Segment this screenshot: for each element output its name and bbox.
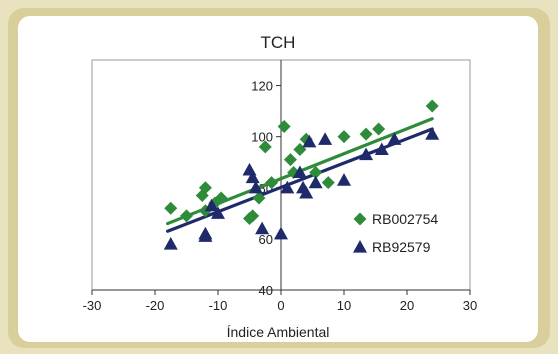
point-rb92579 [280,180,295,194]
point-rb92579 [211,206,225,219]
point-rb002754 [277,119,291,133]
point-rb002754 [180,209,193,223]
point-rb92579 [318,132,333,145]
x-tick-label: 20 [400,298,414,313]
point-rb92579 [374,142,389,156]
point-rb92579 [299,185,314,199]
x-tick-label: 0 [277,298,284,313]
trend-line-rb92579 [166,127,434,233]
point-rb92579 [274,226,288,240]
point-rb002754 [252,191,266,205]
point-rb92579 [242,162,257,176]
point-rb002754 [214,191,228,205]
point-rb002754 [309,165,323,179]
x-tick-label: -30 [83,298,102,313]
point-rb92579 [292,165,307,179]
y-tick-label: 60 [259,232,273,247]
legend-marker-rb92579 [353,240,367,253]
x-tick-label: 10 [337,298,351,313]
chart-title: TCH [261,33,296,52]
point-rb002754 [258,140,272,154]
x-axis-label: Índice Ambiental [227,324,330,340]
point-rb002754 [283,153,297,167]
point-rb92579 [359,147,374,161]
y-tick-label: 40 [259,283,273,298]
point-rb92579 [255,221,270,235]
point-rb92579 [248,180,263,194]
point-rb002754 [337,130,351,144]
point-rb002754 [321,176,335,190]
point-rb002754 [246,209,260,223]
legend-label: RB002754 [372,211,438,227]
x-tick-label: 30 [463,298,477,313]
point-rb92579 [204,198,219,212]
point-rb92579 [163,237,178,250]
legend-marker-rb002754 [353,212,367,226]
point-rb92579 [387,132,402,145]
legend-label: RB92579 [372,239,431,255]
point-rb92579 [245,170,260,184]
point-rb92579 [337,173,351,186]
point-rb002754 [265,176,279,190]
y-tick-label: 120 [251,79,273,94]
x-tick-label: -10 [209,298,228,313]
point-rb002754 [164,201,178,215]
data-points [163,99,440,250]
point-rb92579 [198,229,213,242]
point-rb92579 [308,175,323,189]
legend: RB002754 RB92579 [353,211,438,255]
point-rb002754 [425,99,439,113]
point-rb002754 [372,122,386,136]
point-rb002754 [198,181,212,195]
point-rb92579 [425,127,440,140]
point-rb92579 [302,134,317,148]
y-tick-label: 100 [251,130,273,145]
point-rb002754 [359,127,373,141]
x-tick-label: -20 [146,298,165,313]
